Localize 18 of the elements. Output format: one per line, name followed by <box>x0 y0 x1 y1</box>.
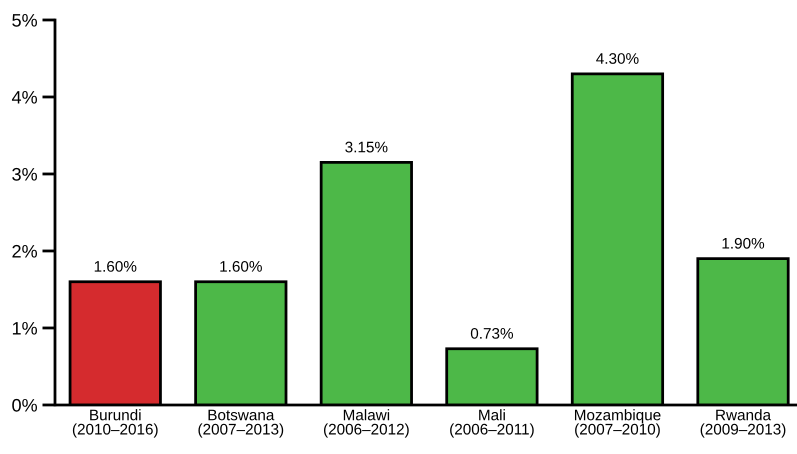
data-label: 1.90% <box>722 238 764 249</box>
data-label: 3.15% <box>345 142 388 152</box>
x-tick-label: Botswana (2007–2013) <box>198 410 284 438</box>
data-label: 1.60% <box>94 260 136 272</box>
y-tick-label: 0% <box>12 398 37 412</box>
data-label: 1.60% <box>220 260 262 272</box>
data-label: 0.73% <box>470 328 514 339</box>
y-tick-label: 3% <box>12 168 37 181</box>
x-tick-label: Malawi (2006–2012) <box>324 409 409 438</box>
y-tick-label: 1% <box>12 322 37 335</box>
x-tick-label: Burundi (2010–2016) <box>72 409 158 438</box>
y-tick-label: 5% <box>12 14 37 27</box>
y-tick-label: 4% <box>12 90 37 104</box>
data-label: 4.30% <box>596 53 639 64</box>
x-tick-label: Mali (2006–2011) <box>450 409 534 438</box>
y-tick-label: 2% <box>12 244 37 258</box>
x-tick-label: Mozambique (2007–2010) <box>574 409 661 438</box>
x-tick-label: Rwanda (2009–2013) <box>700 409 786 438</box>
